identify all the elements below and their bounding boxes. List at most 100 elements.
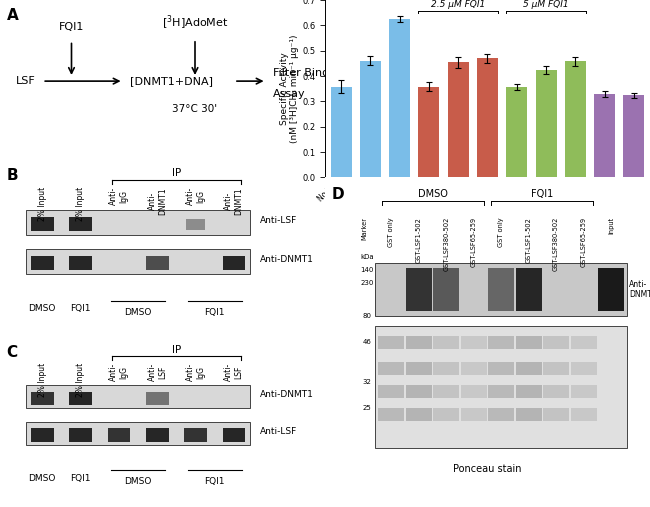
Text: FQI1: FQI1 — [205, 308, 225, 317]
Bar — [406, 408, 432, 421]
Text: Anti-
DNMT1: Anti- DNMT1 — [629, 280, 650, 299]
Text: Input: Input — [608, 217, 614, 234]
Bar — [536, 69, 556, 177]
Bar — [571, 336, 597, 349]
Bar — [543, 362, 569, 375]
Text: [DNMT1+DNA]: [DNMT1+DNA] — [130, 76, 213, 86]
Text: LSF: LSF — [16, 76, 36, 86]
Text: GST only: GST only — [498, 217, 504, 246]
Text: GST only: GST only — [389, 217, 395, 246]
Bar — [107, 428, 130, 442]
Bar — [378, 385, 404, 399]
Bar — [31, 256, 53, 270]
Text: 2% Input: 2% Input — [76, 187, 85, 222]
Text: 2% Input: 2% Input — [38, 363, 47, 397]
Bar — [571, 408, 597, 421]
Bar — [488, 268, 514, 311]
Bar — [26, 249, 250, 274]
Bar — [434, 362, 460, 375]
Bar — [406, 385, 432, 399]
Text: Anti-
IgG: Anti- IgG — [186, 363, 205, 381]
Text: 2.5 μM FQI1: 2.5 μM FQI1 — [431, 0, 486, 9]
Text: Assay: Assay — [273, 89, 306, 99]
Bar — [434, 336, 460, 349]
Bar — [185, 428, 207, 442]
Text: IP: IP — [172, 168, 181, 178]
Bar — [378, 336, 404, 349]
Text: [$^3$H]AdoMet: [$^3$H]AdoMet — [162, 14, 228, 32]
Bar — [434, 385, 460, 399]
Text: DMSO: DMSO — [418, 189, 448, 199]
Bar — [360, 61, 381, 177]
Bar — [461, 362, 487, 375]
Bar — [543, 336, 569, 349]
Bar — [488, 385, 514, 399]
Bar — [69, 391, 92, 405]
Bar — [598, 268, 624, 311]
Text: FQI1: FQI1 — [70, 474, 91, 483]
Text: DMSO: DMSO — [124, 308, 152, 317]
Bar — [146, 428, 168, 442]
Text: 80: 80 — [363, 313, 372, 319]
Bar — [406, 336, 432, 349]
Bar — [378, 362, 404, 375]
Text: Anti-LSF: Anti-LSF — [260, 216, 297, 225]
Bar — [31, 217, 53, 231]
Text: B: B — [6, 167, 18, 183]
Text: Anti-DNMT1: Anti-DNMT1 — [260, 256, 314, 264]
Text: 46: 46 — [363, 339, 372, 345]
Text: Anti-LSF: Anti-LSF — [260, 427, 297, 436]
Text: Anti-
IgG: Anti- IgG — [109, 363, 129, 381]
Bar — [146, 256, 168, 270]
Bar — [571, 385, 597, 399]
Bar — [515, 336, 541, 349]
Bar — [488, 362, 514, 375]
Bar — [375, 263, 627, 316]
Text: C: C — [6, 345, 18, 359]
Bar — [186, 219, 205, 230]
Bar — [461, 408, 487, 421]
Text: DMSO: DMSO — [29, 474, 56, 483]
Text: Anti-
DNMT1: Anti- DNMT1 — [148, 187, 167, 214]
Bar — [26, 210, 250, 235]
Text: 230: 230 — [361, 280, 374, 286]
Bar — [623, 95, 644, 177]
Bar — [69, 428, 92, 442]
Bar — [461, 336, 487, 349]
Bar — [515, 408, 541, 421]
Text: 5 μM FQI1: 5 μM FQI1 — [523, 0, 569, 9]
Bar — [406, 362, 432, 375]
Text: GST-LSF380-502: GST-LSF380-502 — [553, 217, 559, 271]
Text: GST-LSF1-502: GST-LSF1-502 — [526, 217, 532, 263]
Text: Anti-
LSF: Anti- LSF — [224, 363, 244, 381]
Bar — [331, 87, 352, 177]
Bar — [146, 391, 168, 405]
Text: 2% Input: 2% Input — [76, 363, 85, 397]
Bar — [69, 217, 92, 231]
Text: Anti-
LSF: Anti- LSF — [148, 363, 167, 381]
Text: FQI1: FQI1 — [58, 22, 84, 32]
Bar — [594, 94, 615, 177]
Bar — [31, 428, 53, 442]
Bar — [543, 385, 569, 399]
Bar — [378, 408, 404, 421]
Text: A: A — [6, 8, 18, 23]
Text: Anti-DNMT1: Anti-DNMT1 — [260, 390, 314, 400]
Bar — [375, 325, 627, 448]
Bar — [515, 385, 541, 399]
Bar — [515, 268, 541, 311]
Bar — [222, 428, 245, 442]
Bar — [488, 408, 514, 421]
Text: Filter Binding: Filter Binding — [273, 68, 346, 78]
Bar — [565, 61, 586, 177]
Bar — [26, 385, 250, 408]
Text: FQI1: FQI1 — [531, 189, 554, 199]
Text: kDa: kDa — [361, 254, 374, 260]
Bar — [543, 408, 569, 421]
Bar — [406, 268, 432, 311]
Bar — [477, 58, 498, 177]
Text: Ponceau stain: Ponceau stain — [453, 464, 522, 474]
Text: FQI1: FQI1 — [205, 477, 225, 486]
Text: GST-LSF380-502: GST-LSF380-502 — [443, 217, 449, 271]
Text: DMSO: DMSO — [29, 304, 56, 313]
